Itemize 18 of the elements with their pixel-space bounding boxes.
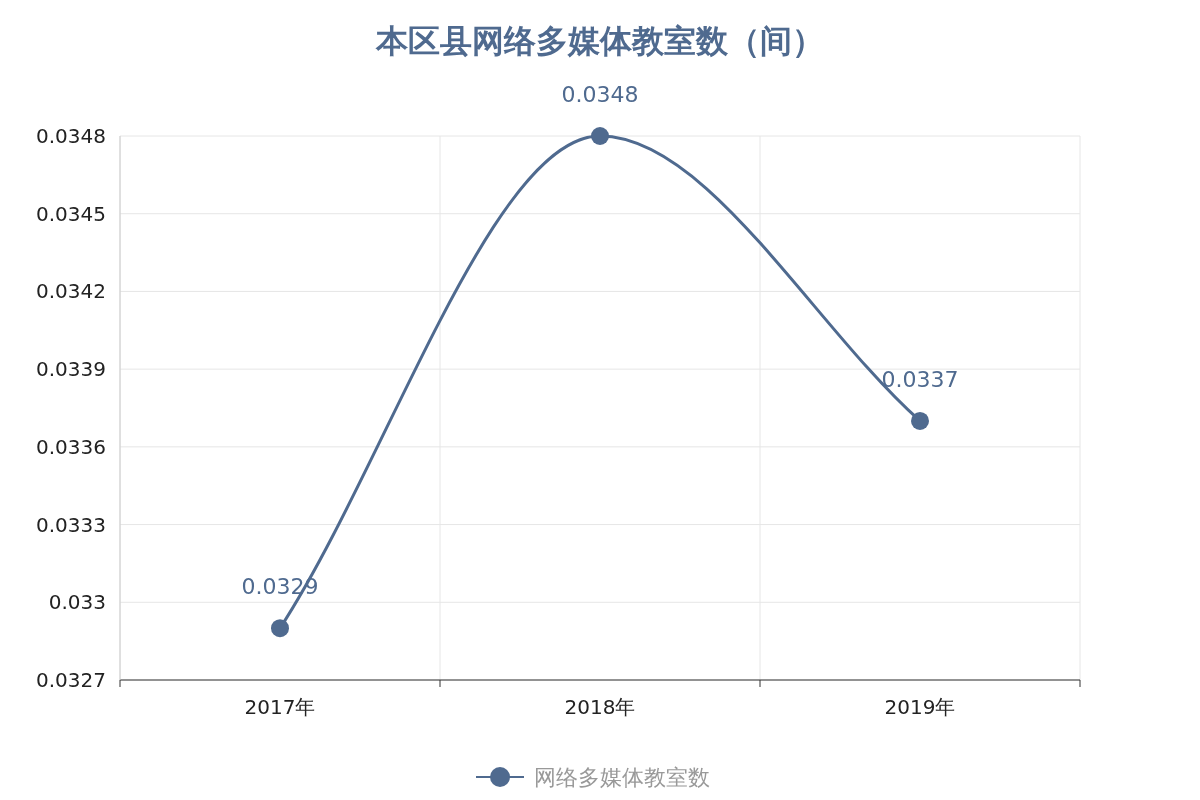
point	[591, 127, 609, 145]
legend-label: 网络多媒体教室数	[534, 765, 710, 790]
point	[911, 411, 929, 430]
y-tick-label: 0.0345	[36, 201, 106, 226]
data-label: 0.0348	[561, 82, 639, 107]
x-tick-label: 2018年	[564, 695, 636, 719]
x-tick-label: 2019年	[884, 695, 956, 719]
y-tick-label: 0.0342	[36, 279, 106, 304]
data-label: 0.0337	[881, 366, 959, 392]
y-tick-label: 0.0327	[36, 668, 106, 692]
y-tick-label: 0.0336	[36, 434, 106, 459]
y-tick-label: 0.0339	[36, 357, 106, 382]
point	[271, 619, 289, 638]
y-tick-label: 0.033	[48, 590, 106, 615]
y-tick-label: 0.0348	[36, 124, 106, 148]
x-tick-label: 2017年	[244, 695, 316, 719]
chart-title: 本区县网络多媒体教室数（间）	[375, 22, 824, 60]
y-tick-label: 0.0333	[36, 512, 106, 537]
